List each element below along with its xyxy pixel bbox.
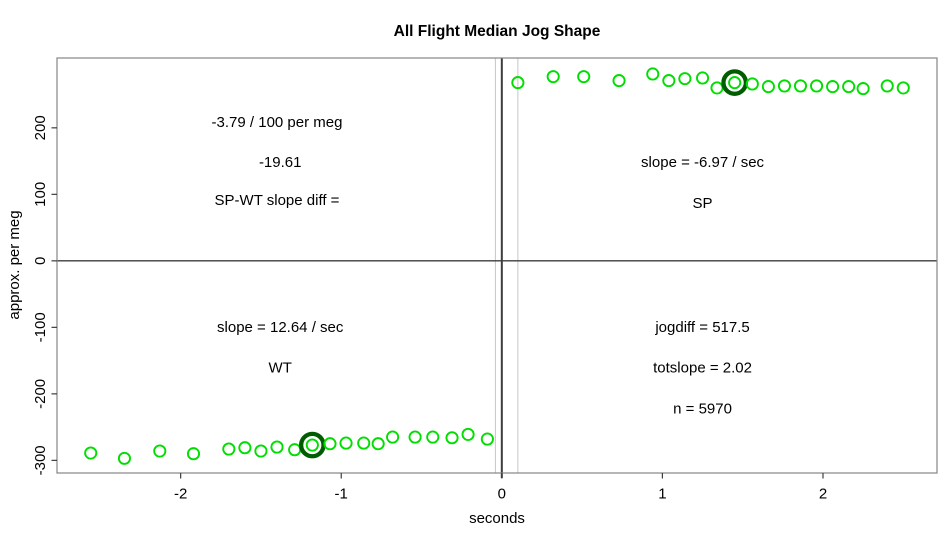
- y-axis-tick-label: -300: [32, 445, 49, 475]
- x-axis-tick-label: 1: [658, 485, 666, 502]
- data-point-wt: [386, 430, 400, 444]
- y-axis-tick-label: 200: [32, 115, 49, 140]
- data-point-wt: [408, 430, 422, 444]
- annotation: SP-WT slope diff =: [215, 192, 340, 209]
- data-point-wt: [288, 443, 302, 457]
- annotation: totslope = 2.02: [653, 360, 752, 377]
- annotation: slope = 12.64 / sec: [217, 319, 344, 336]
- highlight-ring-wt: [298, 431, 326, 459]
- data-point-wt: [480, 432, 494, 446]
- data-point-sp: [793, 79, 808, 93]
- data-point-sp: [810, 79, 824, 93]
- annotation: WT: [269, 360, 292, 377]
- x-axis-tick-label: -2: [174, 485, 187, 502]
- data-point-wt: [357, 436, 371, 450]
- data-point-wt: [153, 444, 167, 458]
- data-point-sp: [745, 77, 759, 91]
- data-point-sp: [880, 79, 894, 93]
- data-point-wt: [339, 436, 353, 450]
- data-point-sp: [710, 81, 724, 95]
- plot-content: -2 -1 0 1 2 -300 -200 -100 0 100 200 -3.79 / 100 pe…: [32, 57, 938, 502]
- annotation: jogdiff = 517.5: [654, 319, 749, 336]
- x-axis-label: seconds: [469, 510, 525, 527]
- data-point-sp: [856, 82, 870, 96]
- data-point-sp: [728, 76, 742, 90]
- chart-title: All Flight Median Jog Shape: [394, 23, 601, 40]
- data-point-wt: [305, 438, 319, 452]
- data-point-wt: [371, 437, 385, 451]
- data-point-sp: [695, 71, 710, 85]
- data-point-sp: [511, 76, 525, 90]
- y-axis-tick-label: -100: [32, 312, 49, 342]
- data-point-wt: [117, 451, 131, 465]
- y-axis-tick-label: 0: [32, 257, 49, 265]
- data-point-wt: [426, 430, 440, 444]
- annotation: -19.61: [259, 154, 302, 171]
- x-axis-tick-label: -1: [335, 485, 348, 502]
- annotation: -3.79 / 100 per meg: [212, 114, 343, 131]
- data-point-sp: [546, 70, 560, 84]
- y-axis-label: approx. per meg: [6, 210, 23, 319]
- data-point-sp: [761, 80, 775, 94]
- x-axis-tick-label: 0: [498, 485, 506, 502]
- data-point-sp: [662, 74, 676, 88]
- data-point-sp: [577, 70, 591, 84]
- data-point-sp: [842, 80, 856, 94]
- x-axis-tick-label: 2: [819, 485, 827, 502]
- data-point-sp: [777, 79, 791, 93]
- y-axis-tick-label: -200: [32, 379, 49, 409]
- data-point-wt: [323, 437, 337, 451]
- annotation: n = 5970: [673, 401, 732, 418]
- data-point-sp: [896, 81, 910, 95]
- highlight-ring-sp: [721, 69, 749, 96]
- data-point-sp: [612, 74, 626, 88]
- y-axis-tick-label: 100: [32, 182, 49, 207]
- data-point-sp: [678, 72, 692, 86]
- plot-box: [56, 57, 938, 474]
- data-point-wt: [222, 442, 236, 456]
- data-point-wt: [461, 427, 475, 441]
- data-point-wt: [186, 447, 201, 461]
- data-point-wt: [254, 444, 268, 458]
- annotation: slope = -6.97 / sec: [641, 154, 764, 171]
- data-point-wt: [84, 446, 98, 460]
- data-point-sp: [646, 67, 660, 81]
- annotation: SP: [693, 195, 713, 212]
- data-point-wt: [238, 441, 252, 455]
- data-point-wt: [270, 440, 284, 454]
- data-point-sp: [826, 80, 840, 94]
- data-point-wt: [445, 431, 459, 445]
